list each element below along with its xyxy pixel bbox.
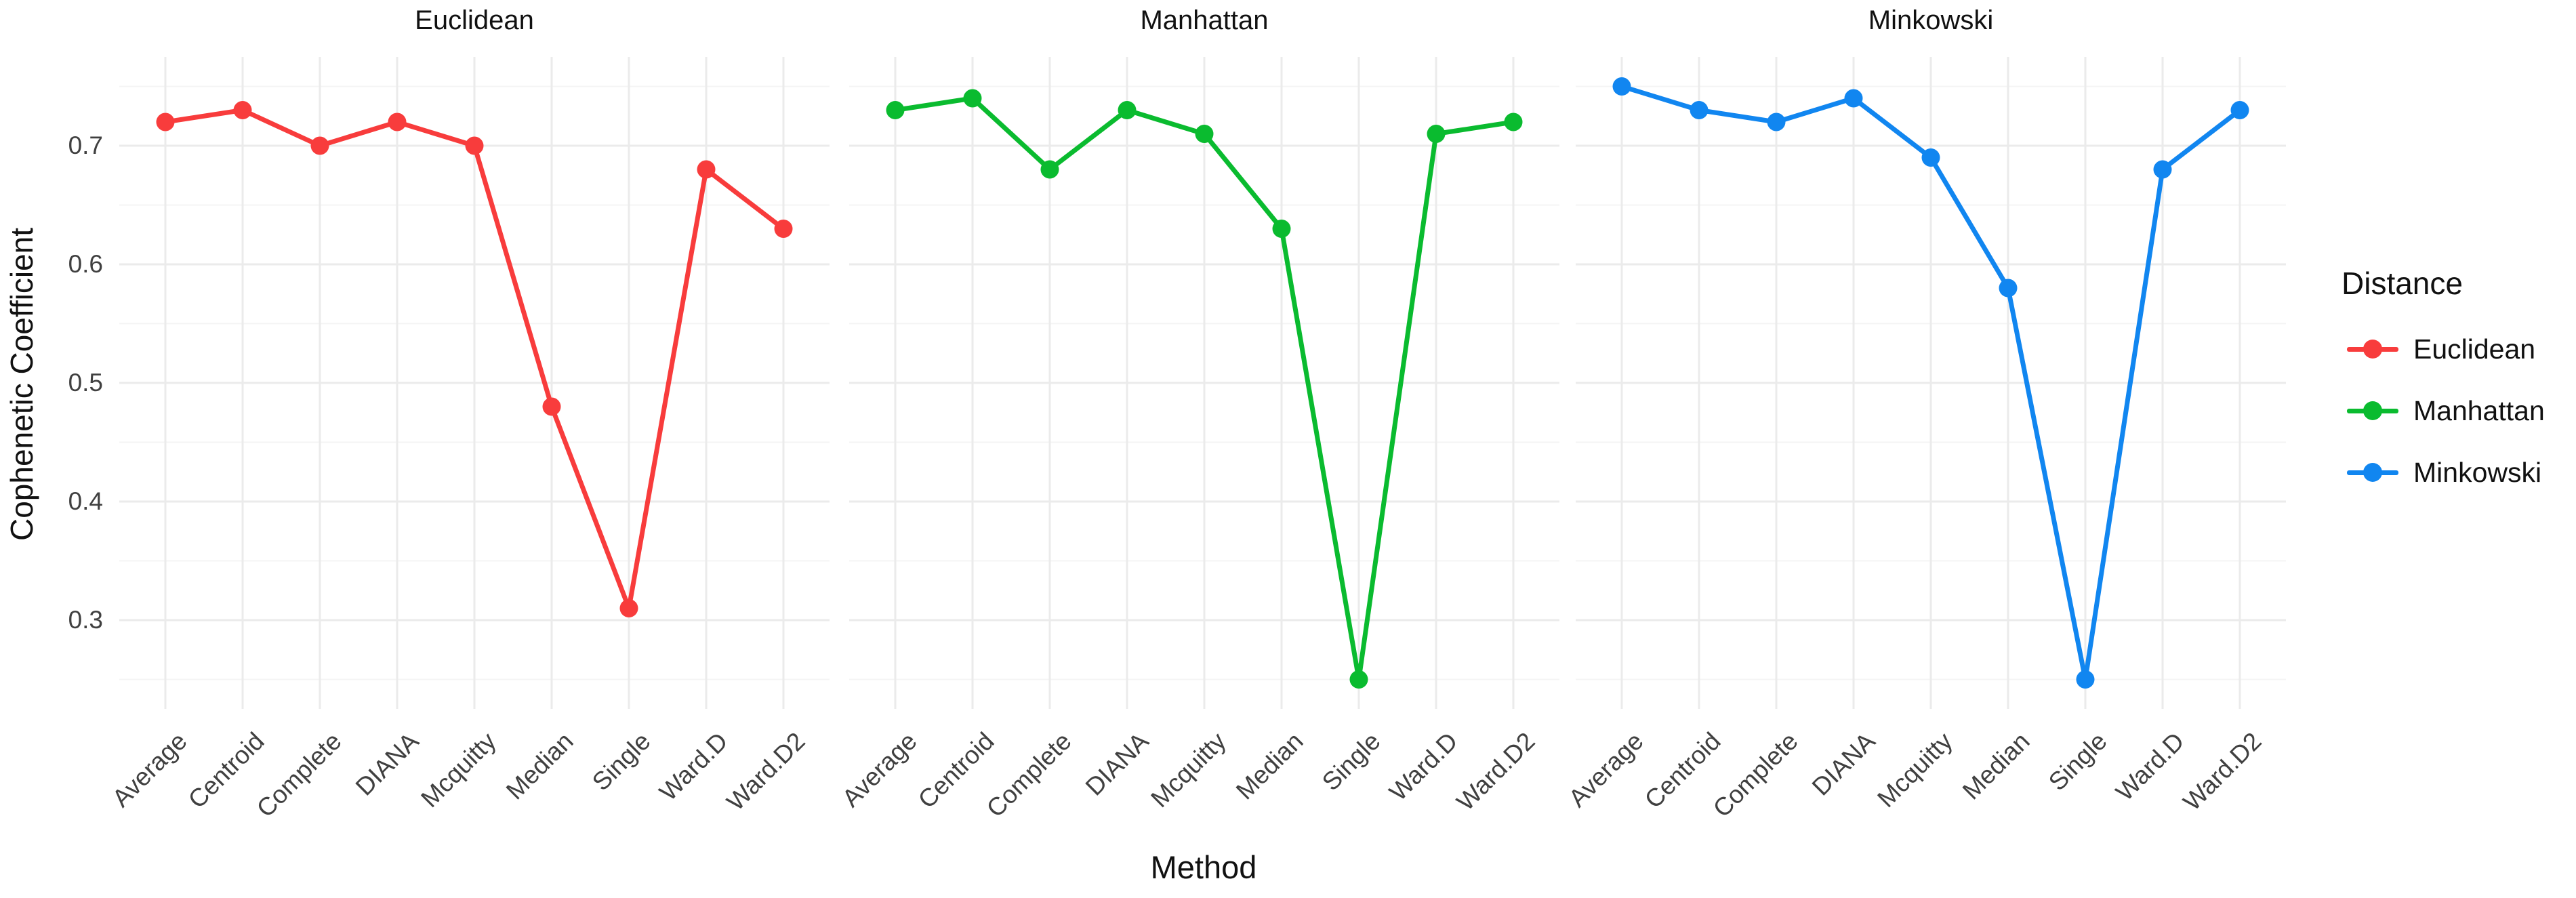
facet-title-manhattan: Manhattan — [1140, 5, 1269, 35]
legend-key-icon — [2347, 462, 2398, 483]
data-point-manhattan-diana — [1118, 101, 1137, 119]
legend-entry-manhattan: Manhattan — [2342, 394, 2576, 426]
legend-title: Distance — [2342, 266, 2463, 301]
data-point-euclidean-wardd — [697, 160, 716, 179]
data-point-euclidean-average — [156, 113, 175, 131]
legend-entry-label: Manhattan — [2413, 394, 2545, 426]
data-point-euclidean-wardd2 — [774, 220, 793, 238]
y-tick-label: 0.3 — [68, 606, 103, 634]
legend-entry-label: Minkowski — [2413, 456, 2542, 488]
legend-entry-label: Euclidean — [2413, 333, 2536, 365]
data-point-minkowski-mcquitty — [1921, 148, 1940, 167]
facet-title-minkowski: Minkowski — [1868, 5, 1994, 35]
y-tick-label: 0.5 — [68, 369, 103, 396]
data-point-minkowski-wardd — [2153, 160, 2172, 179]
data-point-euclidean-single — [619, 599, 638, 617]
data-point-minkowski-average — [1612, 77, 1631, 96]
legend: Distance Euclidean Manhattan Minkowski — [2342, 264, 2576, 488]
y-tick-label: 0.4 — [68, 487, 103, 515]
legend-key-dot — [2363, 340, 2382, 359]
data-point-manhattan-wardd2 — [1504, 113, 1523, 131]
legend-key-dot — [2363, 463, 2382, 482]
data-point-minkowski-diana — [1844, 89, 1863, 108]
data-point-manhattan-mcquitty — [1195, 125, 1214, 143]
data-point-euclidean-diana — [388, 113, 407, 131]
legend-entries: Euclidean Manhattan Minkowski — [2342, 333, 2576, 488]
legend-key-icon — [2347, 338, 2398, 360]
data-point-euclidean-mcquitty — [465, 136, 484, 155]
y-tick-label: 0.7 — [68, 131, 103, 159]
y-tick-label: 0.6 — [68, 250, 103, 278]
data-point-minkowski-wardd2 — [2230, 101, 2249, 119]
data-point-minkowski-complete — [1767, 113, 1786, 131]
legend-key-icon — [2347, 400, 2398, 422]
legend-entry-euclidean: Euclidean — [2342, 333, 2576, 365]
data-point-minkowski-single — [2076, 670, 2095, 689]
data-point-manhattan-centroid — [963, 89, 982, 108]
data-point-euclidean-median — [542, 397, 561, 416]
legend-key-dot — [2363, 401, 2382, 420]
data-point-minkowski-median — [1999, 279, 2018, 298]
data-point-manhattan-complete — [1040, 160, 1059, 179]
x-axis-title: Method — [1150, 849, 1257, 885]
data-point-manhattan-median — [1272, 220, 1291, 238]
data-point-euclidean-complete — [310, 136, 329, 155]
facet-title-euclidean: Euclidean — [415, 5, 534, 35]
data-point-manhattan-average — [886, 101, 905, 119]
data-point-manhattan-wardd — [1427, 125, 1446, 143]
data-point-manhattan-single — [1349, 670, 1368, 689]
data-point-minkowski-centroid — [1690, 101, 1709, 119]
legend-entry-minkowski: Minkowski — [2342, 456, 2576, 488]
data-point-euclidean-centroid — [233, 101, 252, 119]
